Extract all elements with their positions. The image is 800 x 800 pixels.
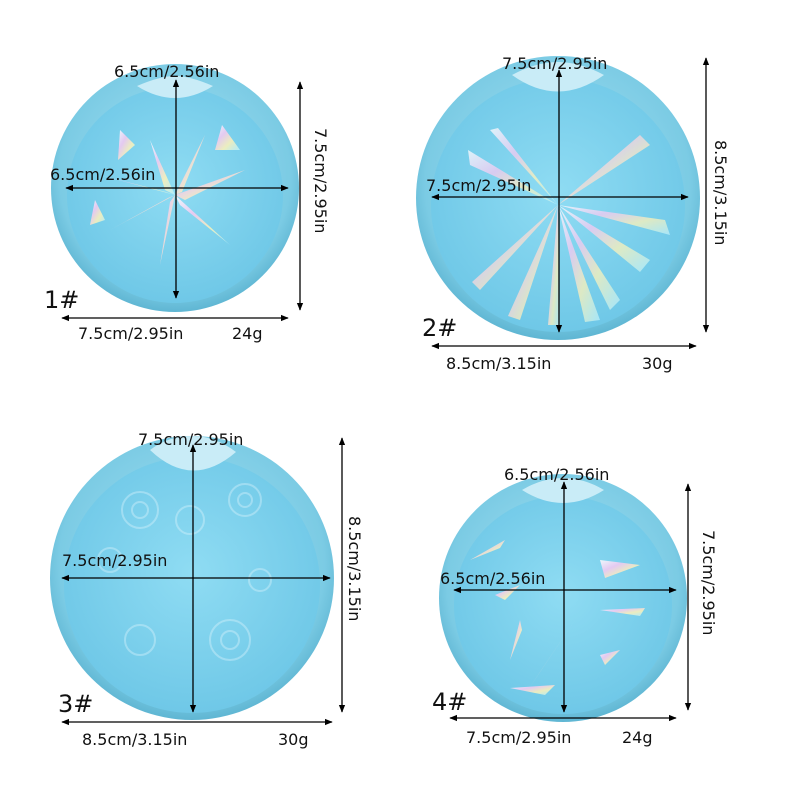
- mold-3-number: 3#: [58, 690, 94, 718]
- mold-2-weight: 30g: [642, 354, 673, 373]
- mold-1-middle-dimension: 6.5cm/2.56in: [50, 165, 156, 184]
- mold-2-bottom-dimension: 8.5cm/3.15in: [446, 354, 552, 373]
- mold-3-side-dimension: 8.5cm/3.15in: [345, 516, 364, 622]
- mold-4-side-dimension: 7.5cm/2.95in: [699, 530, 718, 636]
- mold-4-middle-dimension: 6.5cm/2.56in: [440, 569, 546, 588]
- mold-1-top-dimension: 6.5cm/2.56in: [114, 62, 220, 81]
- mold-3-middle-dimension: 7.5cm/2.95in: [62, 551, 168, 570]
- mold-3-weight: 30g: [278, 730, 309, 749]
- mold-4-weight: 24g: [622, 728, 653, 747]
- mold-3: [50, 436, 346, 726]
- mold-4-number: 4#: [432, 688, 468, 716]
- mold-1-bottom-dimension: 7.5cm/2.95in: [78, 324, 184, 343]
- mold-1-side-dimension: 7.5cm/2.95in: [311, 128, 330, 234]
- mold-2-side-dimension: 8.5cm/3.15in: [711, 140, 730, 246]
- mold-1: [51, 64, 304, 322]
- mold-2-top-dimension: 7.5cm/2.95in: [502, 54, 608, 73]
- mold-4: [439, 474, 692, 722]
- mold-2-middle-dimension: 7.5cm/2.95in: [426, 176, 532, 195]
- mold-2: [416, 56, 710, 350]
- mold-4-bottom-dimension: 7.5cm/2.95in: [466, 728, 572, 747]
- mold-2-holo-rays: [468, 128, 670, 325]
- mold-1-number: 1#: [44, 286, 80, 314]
- mold-1-weight: 24g: [232, 324, 263, 343]
- mold-3-top-dimension: 7.5cm/2.95in: [138, 430, 244, 449]
- mold-2-number: 2#: [422, 314, 458, 342]
- mold-4-top-dimension: 6.5cm/2.56in: [504, 465, 610, 484]
- mold-3-bottom-dimension: 8.5cm/3.15in: [82, 730, 188, 749]
